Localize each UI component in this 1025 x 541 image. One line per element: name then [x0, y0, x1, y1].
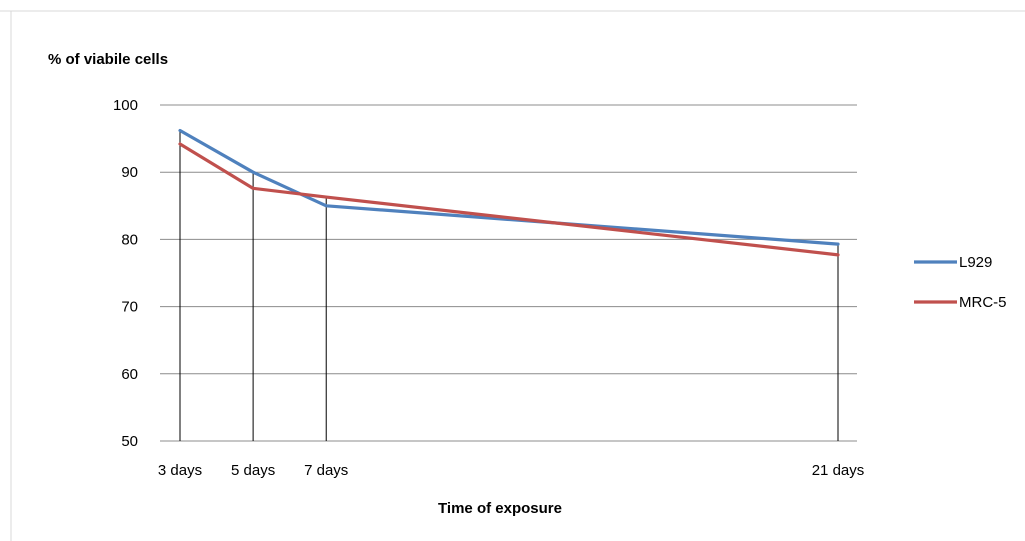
y-tick-label-60: 60: [121, 366, 138, 383]
x-tick-label-3: 21 days: [812, 462, 865, 479]
x-axis-label: Time of exposure: [438, 500, 562, 517]
x-tick-label-1: 5 days: [231, 462, 275, 479]
y-tick-label-70: 70: [121, 299, 138, 316]
y-tick-labels: 50 60 70 80 90 100: [113, 97, 138, 450]
y-tick-label-100: 100: [113, 97, 138, 114]
legend-label-mrc-5: MRC-5: [959, 294, 1007, 311]
legend: L929 MRC-5: [914, 254, 1007, 311]
gridlines: [160, 104, 857, 442]
y-tick-label-90: 90: [121, 164, 138, 181]
series-line-l929: [178, 128, 840, 246]
series-line-mrc-5: [178, 142, 840, 257]
series-lines: [178, 128, 840, 257]
drop-lines: [179, 130, 839, 441]
x-tick-labels: 3 days 5 days 7 days 21 days: [158, 462, 864, 479]
y-tick-label-80: 80: [121, 231, 138, 248]
y-axis-label: % of viabile cells: [48, 51, 168, 68]
sheet-background: [0, 10, 1025, 541]
legend-label-l929: L929: [959, 254, 992, 271]
x-tick-label-2: 7 days: [304, 462, 348, 479]
x-tick-label-0: 3 days: [158, 462, 202, 479]
y-tick-label-50: 50: [121, 433, 138, 450]
